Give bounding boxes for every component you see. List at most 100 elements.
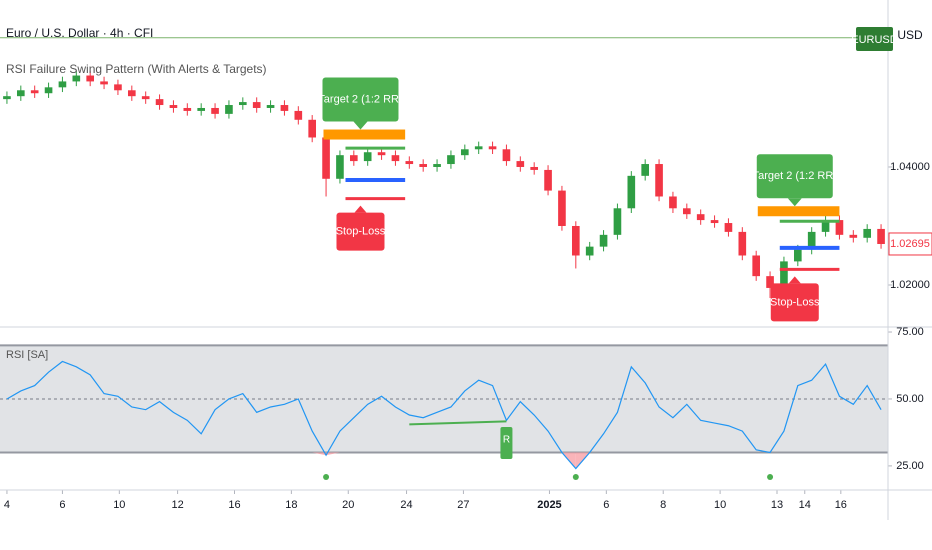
x-tick-label: 18 — [285, 499, 297, 511]
candle-body — [877, 228, 885, 244]
candle-body — [516, 161, 525, 167]
y-tick-label: 50.00 — [896, 393, 924, 405]
candle-body — [405, 161, 414, 165]
signal-dot — [572, 474, 579, 480]
candle-body — [58, 81, 67, 88]
stop-label: Stop-Loss — [336, 225, 386, 237]
candle-body — [141, 96, 150, 100]
candle-body — [766, 276, 774, 288]
candle-body — [238, 102, 247, 106]
candle-body — [447, 155, 455, 165]
candle-body — [710, 220, 719, 224]
failure-swing-label: R — [503, 435, 510, 446]
candle-body — [225, 105, 233, 114]
candle-body — [669, 196, 677, 209]
candle-body — [474, 146, 483, 150]
x-tick-label: 2025 — [537, 499, 561, 511]
candle-body — [169, 105, 178, 108]
candle-body — [599, 234, 608, 247]
candle-body — [807, 231, 816, 250]
oversold-fill — [326, 452, 340, 456]
candle-body — [780, 261, 788, 288]
candle-body — [391, 155, 400, 162]
candle-body — [30, 90, 39, 94]
candle-body — [252, 102, 261, 108]
y-tick-label: 25.00 — [896, 460, 924, 472]
x-tick-label: 13 — [771, 499, 783, 511]
candle-body — [308, 119, 317, 138]
oversold-fill — [312, 452, 327, 456]
indicator-title: RSI Failure Swing Pattern (With Alerts &… — [6, 62, 267, 76]
candle-body — [16, 90, 25, 97]
candle-body — [197, 107, 206, 111]
x-tick-label: 12 — [171, 499, 183, 511]
currency[interactable]: USD — [897, 28, 923, 42]
stop-label-box — [336, 212, 385, 251]
stop-label: Stop-Loss — [770, 296, 820, 308]
candle-body — [752, 255, 761, 277]
candle-body — [127, 90, 136, 97]
x-tick-label: 24 — [400, 499, 412, 511]
candle-body — [183, 107, 192, 111]
last-price-box — [888, 232, 932, 256]
x-tick-label: 27 — [457, 499, 469, 511]
failure-swing-line — [409, 420, 507, 426]
candle-body — [349, 155, 358, 162]
signal-dot — [323, 474, 330, 480]
target-label-box — [322, 77, 399, 122]
symbol-badge — [856, 27, 893, 51]
candle-body — [641, 164, 650, 176]
candle-body — [738, 231, 747, 256]
x-tick-label: 8 — [660, 499, 666, 511]
target-label: Target 2 (1:2 RR) — [318, 93, 402, 105]
candle-body — [433, 164, 441, 167]
stop-label-pointer — [354, 205, 367, 213]
candle-body — [821, 220, 830, 232]
candle-body — [655, 164, 663, 197]
target2-zone — [757, 206, 840, 217]
candle-body — [502, 149, 511, 162]
candle-body — [86, 75, 95, 82]
candle-body — [849, 234, 858, 238]
symbol: EURUSD — [851, 34, 898, 46]
candle-body — [613, 208, 622, 235]
candle-body — [835, 220, 844, 235]
candle-body — [266, 105, 275, 108]
candle-body — [558, 190, 566, 226]
candle-body — [793, 249, 802, 262]
candle-body — [488, 146, 497, 150]
target-label: Target 2 (1:2 RR) — [753, 170, 837, 182]
target-label-pointer — [353, 121, 368, 130]
y-tick-label: 75.00 — [896, 326, 924, 338]
x-tick-label: 4 — [4, 499, 10, 511]
candle-body — [322, 137, 330, 179]
candle-body — [530, 166, 539, 170]
candle-body — [3, 96, 11, 100]
x-tick-label: 10 — [714, 499, 726, 511]
candle-body — [294, 110, 303, 120]
candle-body — [72, 75, 81, 82]
candle-body — [211, 107, 219, 114]
candle-body — [863, 228, 872, 238]
rsi-title: RSI [SA] — [6, 349, 48, 361]
candle-body — [114, 84, 122, 91]
candle-body — [682, 208, 691, 215]
signal-dot — [767, 474, 774, 480]
x-tick-label: 10 — [113, 499, 125, 511]
y-tick-label: 1.02000 — [890, 279, 930, 291]
candle-body — [419, 164, 428, 167]
candle-body — [544, 169, 552, 191]
chart-title: Euro / U.S. Dollar · 4h · CFI — [6, 26, 153, 40]
stop-label-pointer — [788, 276, 801, 284]
candle-body — [627, 175, 636, 209]
candle-body — [336, 155, 344, 179]
candle-body — [696, 214, 705, 221]
candle-body — [585, 246, 594, 256]
target-label-pointer — [787, 198, 802, 207]
candle-body — [155, 99, 164, 106]
candle-body — [724, 223, 733, 232]
candle-body — [100, 81, 108, 85]
target2-zone — [323, 129, 406, 140]
candle-body — [44, 87, 53, 94]
